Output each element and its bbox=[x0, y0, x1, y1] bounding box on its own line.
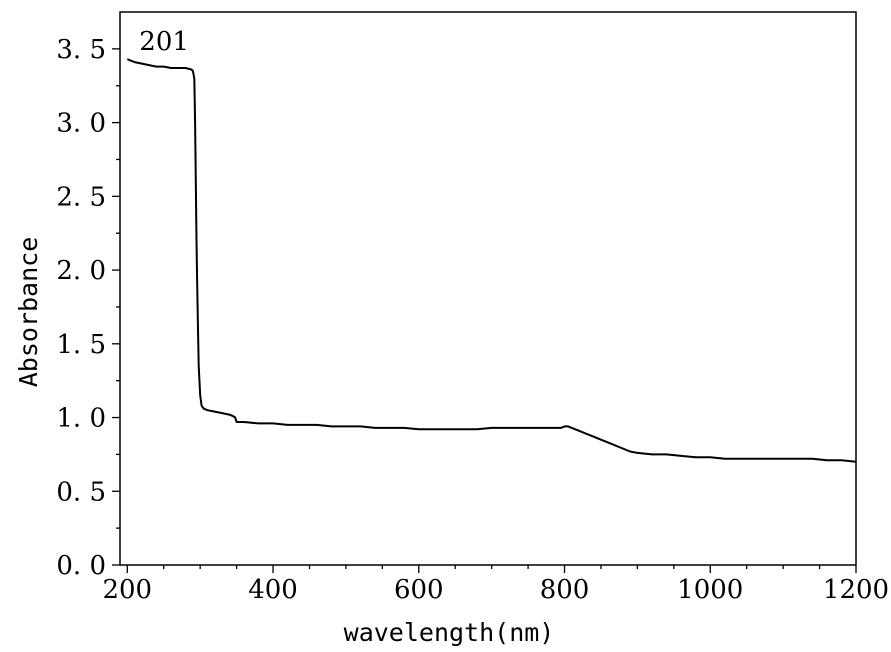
plot-border bbox=[119, 11, 857, 566]
y-tick-label: 2. 0 bbox=[56, 256, 106, 286]
peak-annotation: 201 bbox=[139, 27, 189, 57]
x-tick-label: 200 bbox=[102, 575, 152, 605]
y-tick-label: 3. 0 bbox=[56, 109, 106, 139]
series-layer bbox=[126, 58, 857, 463]
x-axis-title: wavelength(nm) bbox=[344, 618, 555, 647]
x-tick-label: 400 bbox=[248, 575, 298, 605]
y-tick-label: 0. 5 bbox=[56, 477, 106, 507]
y-tick-label: 3. 5 bbox=[56, 35, 106, 65]
y-tick-label: 2. 5 bbox=[56, 182, 106, 212]
y-axis-ticks: 0. 0 0. 5 1. 0 1. 5 2. 0 2. 5 3. 0 3. 5 bbox=[56, 35, 120, 581]
y-tick-label: 1. 0 bbox=[56, 404, 106, 434]
y-tick-label: 1. 5 bbox=[56, 330, 106, 360]
x-tick-label: 800 bbox=[540, 575, 590, 605]
plot-frame bbox=[119, 11, 857, 566]
annotation-layer: 201 bbox=[139, 27, 189, 57]
x-tick-label: 1000 bbox=[677, 575, 743, 605]
y-axis-title: Absorbance bbox=[14, 237, 43, 388]
x-axis-ticks: 200 400 600 800 1000 1200 bbox=[102, 565, 889, 605]
x-tick-label: 600 bbox=[394, 575, 444, 605]
series-line-0 bbox=[126, 58, 857, 463]
x-tick-label: 1200 bbox=[823, 575, 889, 605]
y-tick-label: 0. 0 bbox=[56, 551, 106, 581]
